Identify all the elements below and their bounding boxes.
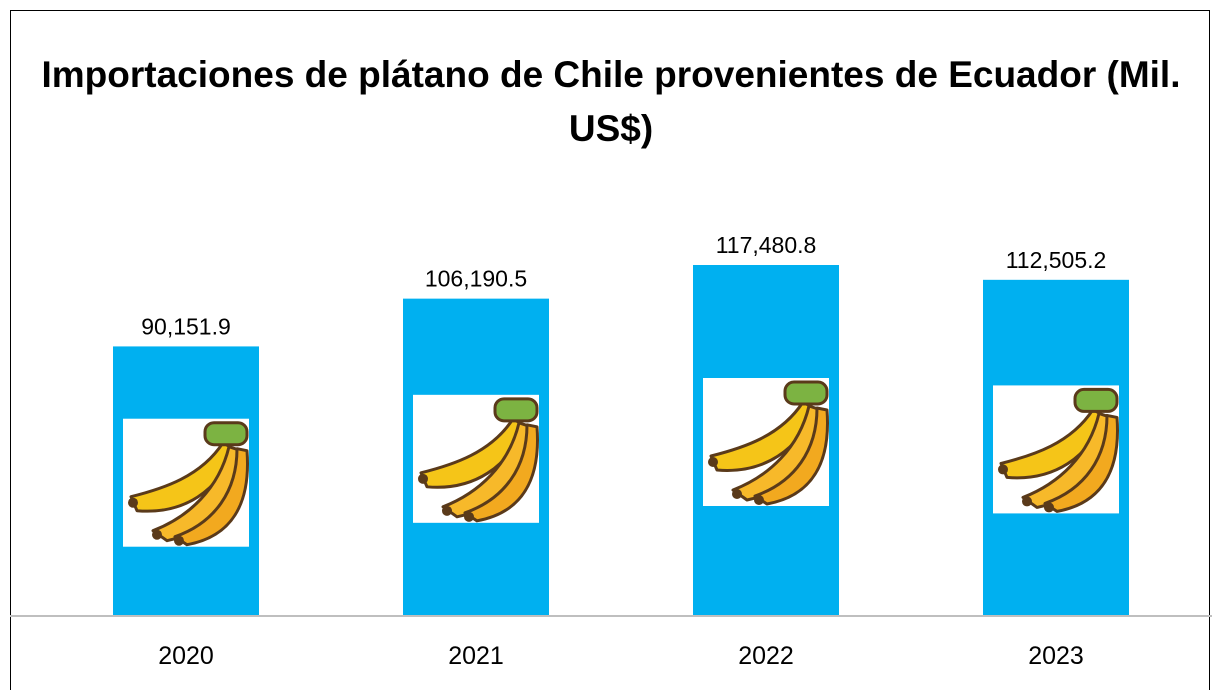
page: Importaciones de plátano de Chile proven…: [0, 0, 1222, 680]
banana-tip: [708, 457, 718, 467]
x-tick-label: 2020: [158, 642, 214, 670]
banana-stem: [495, 399, 537, 421]
banana-stem: [785, 382, 827, 404]
banana-icon: [413, 395, 539, 523]
banana-tip: [128, 498, 138, 508]
value-label: 112,505.2: [1006, 247, 1107, 273]
banana-tip: [732, 489, 742, 499]
chart: 90,151.9 2020 106,190.5 2021 117,480.8 2022 11…: [0, 0, 1222, 680]
value-label: 106,190.5: [425, 266, 527, 292]
banana-tip: [998, 464, 1008, 474]
banana-tip: [1022, 496, 1032, 506]
banana-stem: [1075, 389, 1117, 411]
banana-tip: [418, 474, 428, 484]
banana-tip: [1044, 502, 1054, 512]
banana-tip: [464, 512, 474, 522]
banana-tip: [174, 536, 184, 546]
banana-icon: [123, 419, 249, 547]
banana-icon: [703, 378, 829, 506]
x-tick-label: 2022: [738, 642, 794, 670]
banana-tip: [152, 530, 162, 540]
x-tick-label: 2023: [1028, 642, 1084, 670]
banana-stem: [205, 423, 247, 445]
value-label: 90,151.9: [141, 313, 231, 339]
value-label: 117,480.8: [716, 232, 817, 258]
banana-tip: [754, 495, 764, 505]
banana-tip: [442, 506, 452, 516]
banana-icon: [993, 385, 1119, 513]
x-tick-label: 2021: [448, 642, 504, 670]
